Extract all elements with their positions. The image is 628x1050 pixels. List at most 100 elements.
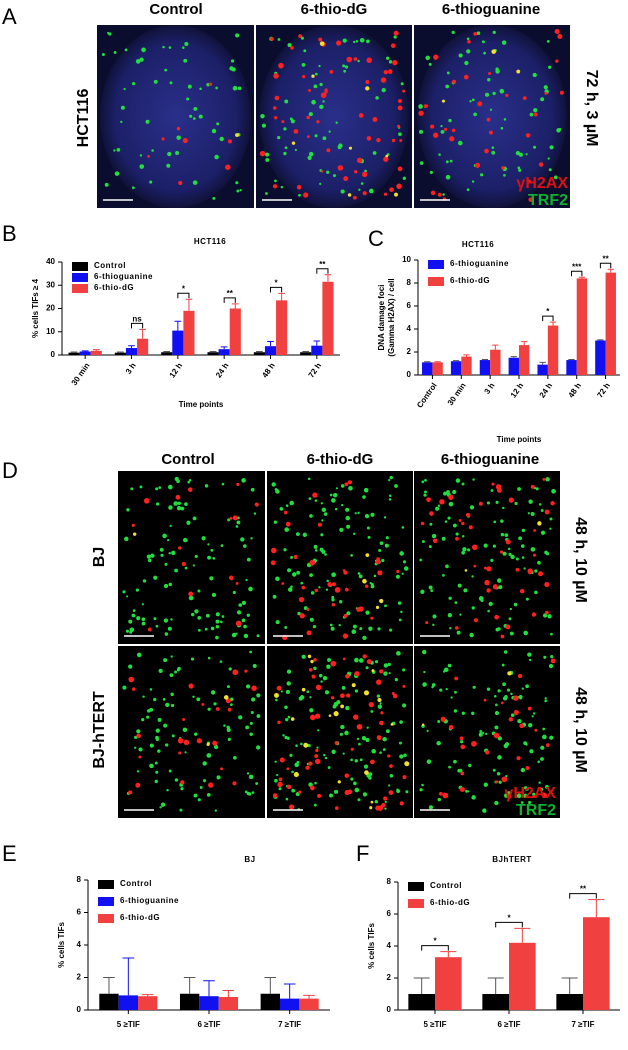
y-tick-label: 10 — [46, 327, 55, 336]
focus — [270, 37, 274, 41]
error-bar — [452, 360, 460, 362]
focus — [301, 654, 306, 659]
focus — [163, 618, 169, 623]
focus — [166, 163, 171, 168]
focus — [345, 507, 350, 512]
focus — [501, 166, 505, 170]
focus — [379, 541, 384, 545]
focus — [376, 679, 382, 685]
focus — [329, 493, 333, 497]
focus — [419, 788, 423, 792]
error-bar — [561, 977, 578, 994]
focus — [139, 154, 143, 157]
focus — [249, 732, 253, 736]
focus — [128, 676, 135, 683]
focus — [377, 698, 382, 703]
focus — [394, 192, 398, 197]
focus — [398, 741, 402, 745]
focus — [175, 151, 180, 155]
focus — [227, 518, 231, 522]
focus — [138, 755, 142, 759]
focus — [368, 772, 373, 777]
focus — [182, 727, 188, 733]
focus — [194, 554, 198, 559]
focus — [534, 728, 538, 732]
focus — [340, 704, 345, 709]
focus — [540, 745, 545, 750]
focus — [331, 603, 336, 607]
focus — [503, 174, 506, 177]
focus — [340, 693, 345, 699]
focus — [448, 494, 454, 500]
focus — [343, 613, 348, 618]
panel-label: F — [356, 841, 369, 866]
focus — [228, 575, 234, 581]
focus — [544, 509, 550, 515]
focus — [478, 501, 483, 506]
focus — [212, 196, 216, 200]
focus — [128, 619, 133, 624]
focus — [515, 150, 521, 156]
focus — [285, 797, 289, 801]
focus — [403, 566, 409, 571]
focus — [314, 549, 318, 552]
legend-swatch — [72, 262, 88, 271]
focus — [451, 128, 456, 133]
focus — [223, 695, 229, 700]
focus — [485, 750, 490, 755]
focus — [402, 775, 407, 780]
focus — [365, 80, 370, 84]
focus — [438, 791, 443, 796]
focus — [289, 753, 293, 757]
bar — [537, 364, 548, 375]
focus — [446, 71, 450, 75]
focus — [284, 527, 290, 532]
focus — [478, 732, 483, 737]
focus — [491, 49, 497, 54]
focus — [558, 127, 562, 131]
focus — [365, 553, 370, 558]
focus — [513, 602, 518, 607]
legend-label: 6-thio-dG — [120, 913, 160, 922]
focus — [251, 791, 255, 794]
focus — [528, 722, 533, 728]
focus — [331, 595, 335, 599]
focus — [448, 765, 451, 769]
focus — [284, 705, 288, 710]
error-bar — [128, 345, 135, 349]
focus — [545, 477, 550, 482]
focus — [287, 715, 291, 719]
focus — [495, 484, 502, 490]
focus — [362, 635, 367, 641]
focus — [235, 581, 239, 585]
focus — [155, 770, 159, 774]
bar — [125, 348, 138, 355]
focus — [395, 574, 400, 579]
focus — [454, 690, 457, 694]
focus — [251, 697, 256, 702]
focus — [209, 576, 214, 581]
focus — [131, 81, 136, 86]
focus — [340, 724, 345, 730]
focus — [348, 485, 353, 491]
focus — [275, 620, 280, 625]
focus — [162, 698, 166, 701]
x-tick-label: 24 h — [538, 381, 555, 399]
focus — [157, 717, 162, 722]
focus — [354, 759, 358, 763]
focus — [308, 112, 313, 117]
focus — [533, 108, 538, 113]
y-axis-label: DNA damage foci — [377, 285, 386, 351]
focus — [537, 571, 544, 577]
focus — [540, 509, 544, 512]
focus — [197, 615, 202, 620]
focus — [366, 136, 372, 141]
focus — [515, 567, 520, 572]
focus — [366, 39, 370, 44]
focus — [326, 170, 330, 174]
focus — [323, 753, 326, 757]
bar — [311, 345, 323, 355]
focus — [483, 698, 487, 702]
focus — [445, 687, 448, 691]
focus — [430, 124, 435, 129]
